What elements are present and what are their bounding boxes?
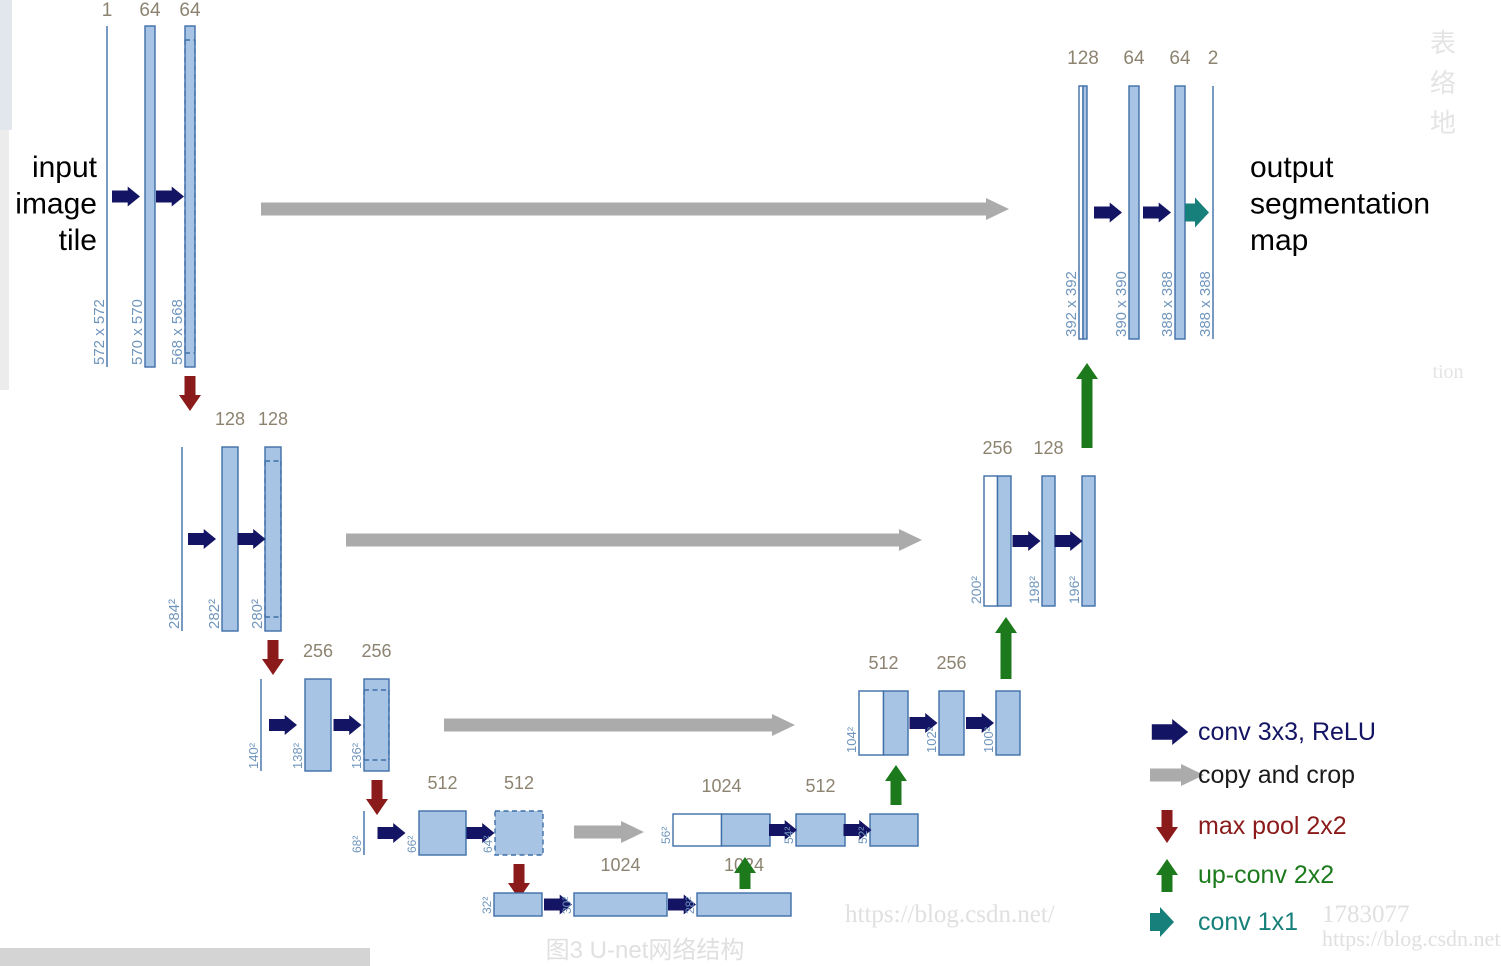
svg-text:络: 络 — [1430, 68, 1456, 98]
svg-text:570 x 570: 570 x 570 — [129, 299, 146, 365]
svg-text:512: 512 — [427, 773, 457, 793]
svg-text:conv 3x3, ReLU: conv 3x3, ReLU — [1198, 718, 1376, 746]
svg-text:copy and crop: copy and crop — [1198, 761, 1355, 789]
svg-text:128: 128 — [215, 409, 245, 429]
svg-text:512: 512 — [805, 776, 835, 796]
svg-text:388 x 388: 388 x 388 — [1197, 271, 1214, 337]
svg-text:196²: 196² — [1066, 576, 1082, 604]
svg-text:200²: 200² — [968, 576, 984, 604]
svg-text:128: 128 — [258, 409, 288, 429]
svg-text:282²: 282² — [206, 599, 223, 629]
svg-text:64: 64 — [179, 0, 201, 21]
svg-text:地: 地 — [1430, 108, 1456, 138]
svg-text:30²: 30² — [560, 897, 574, 914]
svg-text:28²: 28² — [683, 897, 697, 914]
svg-text:512: 512 — [504, 773, 534, 793]
svg-text:1024: 1024 — [701, 776, 741, 796]
svg-text:图3 U-net网络结构: 图3 U-net网络结构 — [546, 937, 745, 964]
svg-text:2: 2 — [1208, 48, 1219, 69]
svg-text:up-conv 2x2: up-conv 2x2 — [1198, 861, 1334, 889]
svg-text:104²: 104² — [844, 726, 859, 753]
svg-text:66²: 66² — [405, 836, 419, 853]
svg-text:https://blog.csdn.net/weixin_4: https://blog.csdn.net/weixin_42152656 — [1322, 926, 1501, 951]
svg-text:256: 256 — [303, 641, 333, 661]
svg-text:64²: 64² — [481, 836, 495, 853]
svg-text:54²: 54² — [782, 827, 796, 844]
svg-text:280²: 280² — [249, 599, 266, 629]
svg-text:392 x 392: 392 x 392 — [1063, 271, 1080, 337]
svg-text:128: 128 — [1033, 438, 1063, 458]
svg-text:512: 512 — [868, 653, 898, 673]
svg-text:64: 64 — [1123, 48, 1145, 69]
svg-text:138²: 138² — [290, 742, 305, 769]
svg-text:136²: 136² — [349, 742, 364, 769]
svg-text:https://blog.csdn.net/: https://blog.csdn.net/ — [845, 901, 1055, 928]
svg-text:388 x 388: 388 x 388 — [1159, 271, 1176, 337]
svg-text:568 x 568: 568 x 568 — [169, 299, 186, 365]
svg-text:1024: 1024 — [600, 855, 640, 875]
svg-text:52²: 52² — [856, 827, 870, 844]
svg-text:100²: 100² — [981, 726, 996, 753]
svg-text:140²: 140² — [246, 742, 261, 769]
svg-text:198²: 198² — [1026, 576, 1042, 604]
svg-text:256: 256 — [361, 641, 391, 661]
svg-text:284²: 284² — [166, 599, 183, 629]
svg-text:56²: 56² — [659, 827, 673, 844]
svg-text:表: 表 — [1430, 28, 1456, 58]
svg-text:128: 128 — [1067, 48, 1099, 69]
svg-text:390 x 390: 390 x 390 — [1113, 271, 1130, 337]
svg-text:102²: 102² — [924, 726, 939, 753]
svg-text:256: 256 — [982, 438, 1012, 458]
svg-text:64: 64 — [139, 0, 161, 21]
svg-text:1783077: 1783077 — [1322, 901, 1410, 928]
svg-text:68²: 68² — [350, 836, 364, 853]
svg-text:1: 1 — [102, 0, 113, 21]
svg-text:max pool 2x2: max pool 2x2 — [1198, 812, 1347, 840]
svg-text:conv 1x1: conv 1x1 — [1198, 908, 1298, 936]
svg-text:64: 64 — [1169, 48, 1191, 69]
svg-text:572 x 572: 572 x 572 — [91, 299, 108, 365]
svg-text:32²: 32² — [480, 897, 494, 914]
svg-text:tion: tion — [1432, 361, 1463, 383]
svg-text:256: 256 — [936, 653, 966, 673]
